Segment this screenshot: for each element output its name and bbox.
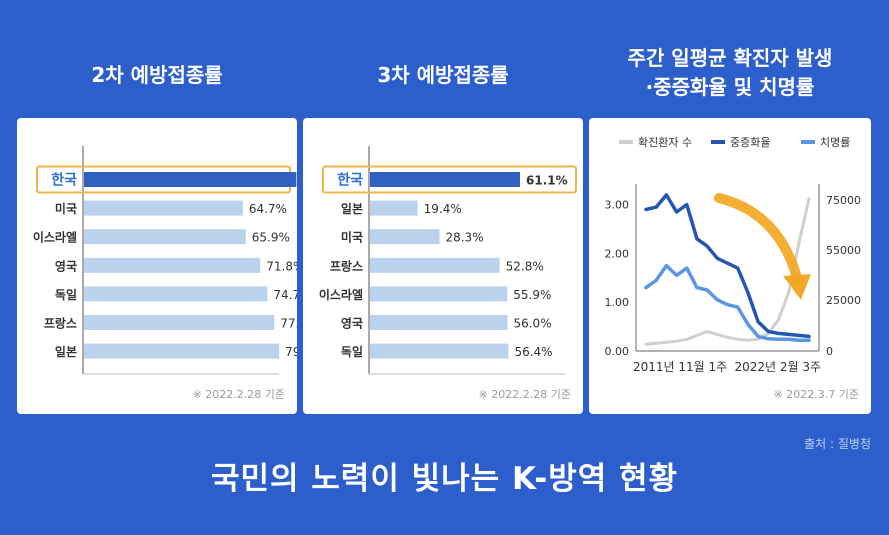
source-note: 출처 : 질병청	[804, 437, 871, 451]
value-label: 64.7%	[249, 202, 287, 216]
bar-영국	[84, 257, 261, 273]
bar-미국	[370, 229, 440, 245]
weekly-trend-chart: 확진환자 수 중증화율 치명률 0.00 1.00 2.00 3.00 0 25000 55000…	[605, 136, 862, 374]
value-label: 56.4%	[514, 345, 552, 359]
y-left-tick-label: 0.00	[605, 345, 630, 358]
bar-프랑스	[84, 315, 275, 330]
value-label: 74.7%	[273, 288, 297, 302]
bar-한국	[84, 172, 297, 187]
weekly-trend-card: 확진환자 수 중증화율 치명률 0.00 1.00 2.00 3.00 0 25000 55000…	[589, 118, 871, 414]
panel-3-title-line1: 주간 일평균 확진자 발생	[627, 46, 833, 70]
category-label: 한국	[51, 173, 77, 189]
value-label: 79.5%	[285, 345, 297, 359]
category-label: 독일	[341, 345, 363, 359]
bar-한국	[370, 172, 521, 187]
category-label: 한국	[337, 173, 363, 189]
panel-1-note: ※ 2022.2.28 기준	[192, 388, 285, 401]
legend-label: 확진환자 수	[638, 136, 692, 149]
bar-일본	[370, 200, 418, 216]
bar-독일	[370, 343, 509, 359]
value-label: 65.9%	[252, 231, 290, 245]
panel-2-note: ※ 2022.2.28 기준	[478, 388, 571, 401]
bar-프랑스	[370, 257, 500, 273]
y-left-tick-label: 2.00	[605, 247, 630, 260]
category-label: 프랑스	[44, 317, 77, 331]
series-line-fatality	[644, 263, 811, 343]
category-label: 미국	[341, 230, 363, 245]
panel-3-title-line2: ·중증화율 및 치명률	[645, 75, 815, 99]
category-label: 일본	[341, 202, 363, 216]
legend-label: 중증화율	[730, 136, 770, 149]
y-left-tick-label: 3.00	[605, 199, 630, 212]
value-label: 56.0%	[513, 317, 551, 331]
value-label: 28.3%	[445, 231, 483, 245]
y-right-tick-label: 55000	[826, 244, 861, 257]
panel-1-title: 2차 예방접종률	[91, 63, 223, 87]
vaccination-2nd-chart: 한국86.5%미국64.7%이스라엘65.9%영국71.8%독일74.7%프랑스…	[33, 146, 297, 375]
bar-독일	[84, 286, 268, 302]
category-label: 영국	[341, 316, 363, 331]
bar-영국	[370, 315, 508, 330]
panel-2-title: 3차 예방접종률	[377, 63, 509, 87]
category-label: 미국	[55, 201, 77, 216]
trend-arrow-head	[783, 274, 811, 300]
legend-label: 치명률	[820, 136, 850, 149]
y-left-tick-label: 1.00	[605, 296, 630, 309]
legend-swatch	[619, 140, 633, 144]
vaccination-3rd-chart: 한국 61.1% 일본 19.4% 미국 28.3% 프랑스 52.8% 이스라엘 55.9% 영국…	[319, 146, 577, 375]
category-label: 이스라엘	[33, 230, 77, 245]
bar-일본	[84, 343, 280, 359]
vaccination-3rd-card: 한국 61.1% 일본 19.4% 미국 28.3% 프랑스 52.8% 이스라엘 55.9% 영국…	[303, 118, 583, 414]
value-label: 71.8%	[266, 259, 297, 273]
highlight-box	[322, 165, 577, 194]
value-label: 52.8%	[506, 259, 544, 273]
category-label: 이스라엘	[319, 287, 363, 302]
value-label: 77.5%	[280, 317, 297, 331]
main-title: 국민의 노력이 빛나는 K-방역 현황	[210, 461, 679, 497]
x-tick-label: 2011년 11월 1주	[633, 360, 727, 374]
series-line-severity	[644, 193, 811, 339]
category-label: 프랑스	[330, 259, 363, 273]
vaccination-2nd-card: 한국86.5%미국64.7%이스라엘65.9%영국71.8%독일74.7%프랑스…	[17, 118, 297, 414]
category-label: 영국	[55, 258, 77, 273]
panel-3-note: ※ 2022.3.7 기준	[773, 388, 859, 401]
legend-swatch	[711, 140, 725, 144]
trend-arrow-shaft	[714, 193, 802, 283]
value-label: 19.4%	[424, 202, 462, 216]
category-label: 일본	[55, 345, 77, 359]
category-label: 독일	[55, 288, 77, 302]
value-label: 61.1%	[526, 174, 568, 188]
legend-swatch	[801, 140, 815, 144]
y-right-tick-label: 0	[826, 345, 833, 358]
bar-이스라엘	[84, 229, 246, 245]
value-label: 55.9%	[513, 288, 551, 302]
x-tick-label: 2022년 2월 3주	[734, 360, 821, 374]
y-right-tick-label: 75000	[826, 194, 861, 207]
bar-미국	[84, 200, 243, 216]
series-line-confirmed	[644, 197, 811, 346]
y-right-tick-label: 25000	[826, 294, 861, 307]
bar-이스라엘	[370, 286, 508, 302]
